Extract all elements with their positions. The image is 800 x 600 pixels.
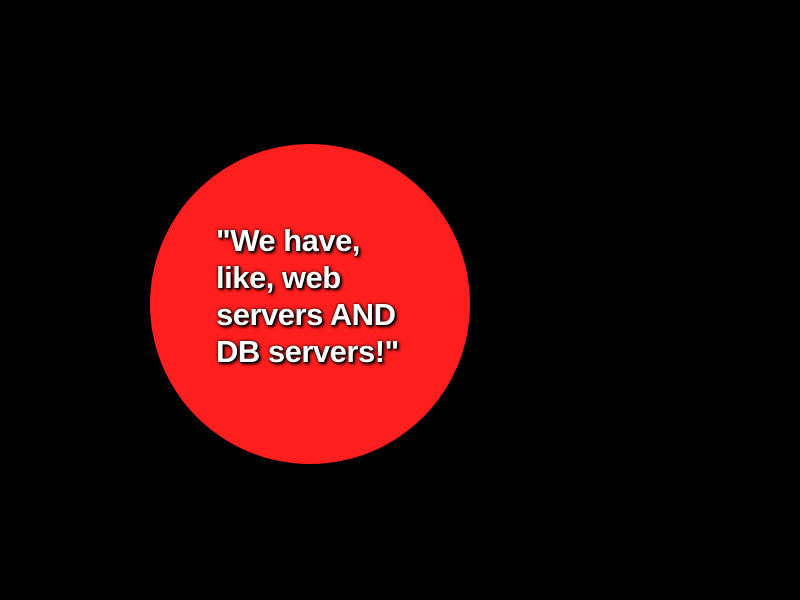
red-circle-bubble: [150, 144, 470, 464]
quote-line: servers AND: [216, 297, 396, 332]
quote-line: DB servers!": [216, 334, 399, 369]
quote-line: like, web: [216, 260, 341, 295]
quote-text: "We have, like, web servers AND DB serve…: [216, 222, 446, 370]
quote-line: "We have,: [216, 223, 361, 258]
